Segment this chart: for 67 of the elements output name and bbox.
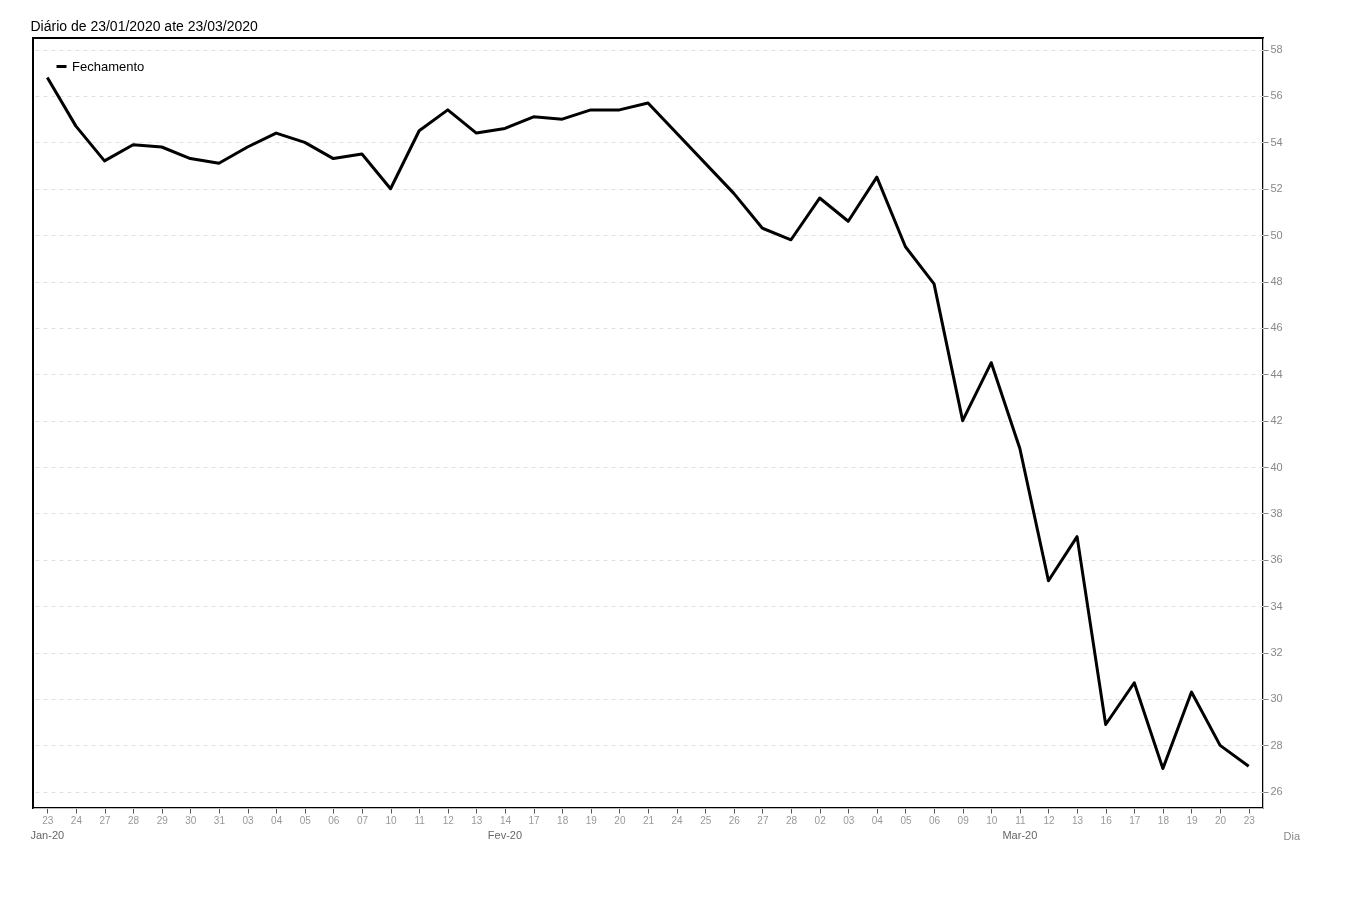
y-tick-label: 40 [1270,460,1283,473]
y-tick-label: 34 [1270,599,1283,612]
x-tick-label: 24 [70,814,83,826]
x-tick-label: 31 [213,814,226,826]
x-tick-label: 02 [814,814,827,826]
x-tick-label: 04 [871,814,884,826]
x-tick-label: 10 [986,814,998,826]
x-tick-label: 04 [271,814,283,826]
x-tick-label: 18 [557,814,569,826]
x-tick-label: 05 [299,814,312,826]
x-tick-label: 06 [928,814,941,826]
x-tick-label: 23 [1243,814,1256,826]
x-tick-label: 11 [414,814,426,826]
x-tick-label: 10 [385,814,398,826]
y-tick-label: 46 [1270,321,1283,334]
x-tick-label: 19 [585,814,598,826]
x-tick-label: 09 [957,814,970,826]
x-tick-label: 14 [499,814,512,826]
line-series [45,75,1251,771]
x-tick-label: 13 [471,814,483,826]
y-tick-label: 44 [1270,367,1283,380]
y-tick-label: 30 [1270,692,1283,705]
y-tick-label: 36 [1270,553,1283,566]
x-tick-label: 30 [185,814,197,826]
x-tick-label: 24 [671,814,684,826]
x-tick-label: 19 [1186,814,1198,826]
y-tick-label: 52 [1270,182,1283,195]
x-tick-label: 06 [328,814,340,826]
x-tick-label: 17 [1129,814,1141,826]
y-tick-label: 26 [1270,785,1283,798]
chart-title: Diário de 23/01/2020 ate 23/03/2020 [30,18,258,34]
x-tick-label: 17 [528,814,541,826]
x-tick-label: 11 [1015,814,1026,826]
x-tick-label: 25 [700,814,712,826]
y-tick-label: 56 [1270,89,1283,102]
y-tick-label: 42 [1270,414,1283,427]
x-tick-label: 16 [1100,814,1113,826]
text: Mar-20 [1002,829,1038,841]
legend-label: Fechamento [72,58,145,74]
x-tick-label: 23 [42,814,54,826]
y-tick-label: 28 [1270,738,1283,751]
x-tick-label: 07 [356,814,369,826]
x-tick-label: 20 [1215,814,1227,826]
x-tick-label: 20 [614,814,626,826]
x-tick-label: 12 [1043,814,1055,826]
text: Jan-20 [30,829,65,841]
y-tick-label: 38 [1270,506,1283,519]
text: Fev-20 [487,829,523,841]
x-axis-title: Dia [1283,829,1301,842]
x-tick-label: 21 [642,814,655,826]
x-tick-label: 27 [99,814,112,826]
x-tick-label: 28 [128,814,140,826]
x-tick-label: 05 [900,814,912,826]
x-tick-label: 29 [156,814,169,826]
x-tick-label: 03 [843,814,855,826]
x-tick-label: 12 [442,814,455,826]
y-tick-label: 50 [1270,228,1283,241]
x-tick-label: 18 [1157,814,1170,826]
y-tick-label: 48 [1270,275,1283,288]
x-tick-label: 28 [785,814,798,826]
y-tick-label: 32 [1270,646,1283,659]
x-tick-label: 13 [1072,814,1084,826]
x-tick-label: 03 [242,814,255,826]
y-tick-label: 58 [1270,43,1283,56]
y-tick-label: 54 [1270,135,1283,148]
x-tick-label: 27 [757,814,769,826]
x-tick-label: 26 [728,814,741,826]
